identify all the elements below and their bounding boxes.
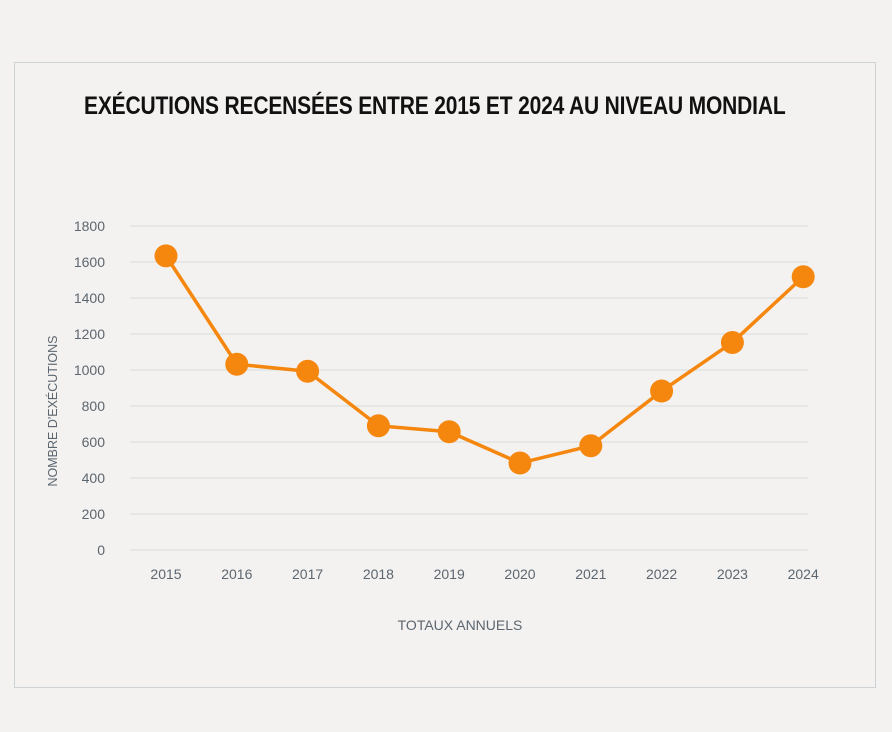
data-point-2018[interactable] xyxy=(366,414,390,438)
y-tick-labels: 0 200 400 600 800 1000 1200 1400 1600 1800 xyxy=(74,218,105,558)
y-tick-label: 400 xyxy=(82,470,106,486)
data-point-2022[interactable] xyxy=(650,379,674,403)
series-line xyxy=(164,254,805,465)
x-tick-label: 2022 xyxy=(646,566,677,582)
x-tick-label: 2021 xyxy=(575,566,606,582)
y-tick-label: 1600 xyxy=(74,254,105,270)
y-axis-label: NOMBRE D'EXÉCUTIONS xyxy=(45,335,60,486)
y-tick-label: 600 xyxy=(82,434,106,450)
x-tick-label: 2017 xyxy=(292,566,323,582)
x-tick-label: 2016 xyxy=(221,566,252,582)
x-tick-label: 2018 xyxy=(363,566,394,582)
y-tick-label: 200 xyxy=(82,506,106,522)
x-tick-label: 2019 xyxy=(434,566,465,582)
x-tick-labels: 2015 2016 2017 2018 2019 2020 2021 2022 2023 2024 xyxy=(150,566,819,582)
x-tick-label: 2015 xyxy=(150,566,181,582)
y-tick-label: 1000 xyxy=(74,362,105,378)
data-point-2020[interactable] xyxy=(508,451,532,475)
x-axis-label: TOTAUX ANNUELS xyxy=(398,617,523,633)
chart-frame xyxy=(14,62,876,688)
x-tick-label: 2023 xyxy=(717,566,748,582)
y-tick-label: 1400 xyxy=(74,290,105,306)
data-point-2021[interactable] xyxy=(579,434,603,458)
data-point-2015[interactable] xyxy=(154,244,178,268)
y-tick-label: 0 xyxy=(97,542,105,558)
data-point-2016[interactable] xyxy=(225,352,249,376)
data-point-2024[interactable] xyxy=(791,265,815,289)
y-tick-label: 1800 xyxy=(74,218,105,234)
x-tick-label: 2024 xyxy=(788,566,819,582)
y-tick-label: 1200 xyxy=(74,326,105,342)
data-point-2023[interactable] xyxy=(720,330,744,354)
y-tick-label: 800 xyxy=(82,398,106,414)
data-point-2019[interactable] xyxy=(437,420,461,444)
series-group xyxy=(154,244,815,475)
x-tick-label: 2020 xyxy=(504,566,535,582)
data-point-2017[interactable] xyxy=(296,359,320,383)
grid-lines xyxy=(130,225,808,551)
chart-title: EXÉCUTIONS RECENSÉES ENTRE 2015 ET 2024 … xyxy=(84,92,786,120)
